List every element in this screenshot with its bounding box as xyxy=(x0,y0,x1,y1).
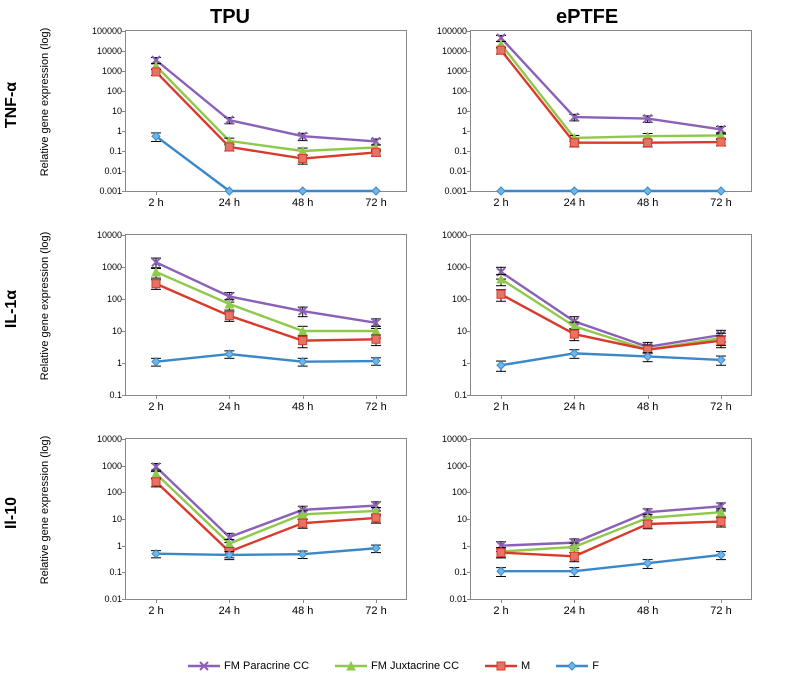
xtick-label: 72 h xyxy=(365,605,386,617)
ytick-label: 10000 xyxy=(97,46,122,56)
xtick-label: 24 h xyxy=(219,197,240,209)
ytick-label: 1000 xyxy=(102,66,122,76)
xtick-label: 72 h xyxy=(710,197,731,209)
ytick-label: 0.01 xyxy=(449,166,467,176)
ytick-label: 10 xyxy=(457,514,467,524)
legend-item: M xyxy=(485,660,530,672)
xtick-label: 2 h xyxy=(148,401,163,413)
row-label-il1a: IL-1α xyxy=(3,249,21,369)
y-label-row2: Relative gene expression (log) xyxy=(39,226,51,386)
xtick-label: 48 h xyxy=(292,605,313,617)
legend-label: F xyxy=(592,660,599,672)
ytick-label: 10 xyxy=(457,326,467,336)
ytick-label: 0.1 xyxy=(454,146,467,156)
ytick-label: 10000 xyxy=(442,46,467,56)
ytick-label: 0.1 xyxy=(109,146,122,156)
ytick-label: 10 xyxy=(112,326,122,336)
ytick-label: 1000 xyxy=(447,262,467,272)
xtick-label: 24 h xyxy=(564,197,585,209)
ytick-label: 0.01 xyxy=(104,166,122,176)
xtick-label: 72 h xyxy=(365,197,386,209)
xtick-label: 48 h xyxy=(637,401,658,413)
ytick-label: 0.01 xyxy=(104,594,122,604)
panel-tnfa-tpu: 0.0010.010.11101001000100001000002 h24 h… xyxy=(125,30,407,192)
legend-item: FM Juxtacrine CC xyxy=(335,660,459,672)
panel-il10-tpu: 0.010.11101001000100002 h24 h48 h72 h xyxy=(125,438,407,600)
ytick-label: 0.1 xyxy=(454,390,467,400)
ytick-label: 10000 xyxy=(442,434,467,444)
ytick-label: 100000 xyxy=(437,26,467,36)
ytick-label: 0.001 xyxy=(444,186,467,196)
xtick-label: 2 h xyxy=(493,401,508,413)
ytick-label: 10000 xyxy=(442,230,467,240)
legend-label: FM Juxtacrine CC xyxy=(371,660,459,672)
col-header-tpu: TPU xyxy=(210,6,250,29)
ytick-label: 100 xyxy=(107,487,122,497)
ytick-label: 0.01 xyxy=(449,594,467,604)
legend-label: FM Paracrine CC xyxy=(224,660,309,672)
xtick-label: 48 h xyxy=(292,401,313,413)
ytick-label: 1000 xyxy=(447,66,467,76)
xtick-label: 48 h xyxy=(637,605,658,617)
panel-il1a-eptfe: 0.11101001000100002 h24 h48 h72 h xyxy=(470,234,752,396)
ytick-label: 1000 xyxy=(447,461,467,471)
ytick-label: 100 xyxy=(452,487,467,497)
xtick-label: 2 h xyxy=(148,197,163,209)
xtick-label: 24 h xyxy=(564,605,585,617)
panel-il1a-tpu: 0.11101001000100002 h24 h48 h72 h xyxy=(125,234,407,396)
xtick-label: 2 h xyxy=(148,605,163,617)
ytick-label: 100000 xyxy=(92,26,122,36)
legend-item: F xyxy=(556,660,599,672)
ytick-label: 100 xyxy=(107,294,122,304)
row-label-il10: Il-10 xyxy=(3,453,21,573)
legend-label: M xyxy=(521,660,530,672)
col-header-eptfe: ePTFE xyxy=(556,6,618,29)
legend: FM Paracrine CC FM Juxtacrine CC M F xyxy=(0,660,787,672)
xtick-label: 24 h xyxy=(219,401,240,413)
xtick-label: 72 h xyxy=(365,401,386,413)
xtick-label: 24 h xyxy=(219,605,240,617)
xtick-label: 48 h xyxy=(637,197,658,209)
ytick-label: 10 xyxy=(112,106,122,116)
ytick-label: 10000 xyxy=(97,230,122,240)
ytick-label: 1000 xyxy=(102,262,122,272)
ytick-label: 0.1 xyxy=(109,390,122,400)
ytick-label: 0.1 xyxy=(454,567,467,577)
ytick-label: 100 xyxy=(452,294,467,304)
xtick-label: 48 h xyxy=(292,197,313,209)
ytick-label: 0.001 xyxy=(99,186,122,196)
panel-il10-eptfe: 0.010.11101001000100002 h24 h48 h72 h xyxy=(470,438,752,600)
ytick-label: 100 xyxy=(452,86,467,96)
figure-root: TPU ePTFE TNF-α IL-1α Il-10 Relative gen… xyxy=(0,0,787,676)
xtick-label: 24 h xyxy=(564,401,585,413)
legend-item: FM Paracrine CC xyxy=(188,660,309,672)
xtick-label: 2 h xyxy=(493,605,508,617)
ytick-label: 1000 xyxy=(102,461,122,471)
xtick-label: 72 h xyxy=(710,401,731,413)
ytick-label: 0.1 xyxy=(109,567,122,577)
xtick-label: 72 h xyxy=(710,605,731,617)
panel-tnfa-eptfe: 0.0010.010.11101001000100001000002 h24 h… xyxy=(470,30,752,192)
ytick-label: 100 xyxy=(107,86,122,96)
y-label-row1: Relative gene expression (log) xyxy=(39,22,51,182)
ytick-label: 10000 xyxy=(97,434,122,444)
xtick-label: 2 h xyxy=(493,197,508,209)
ytick-label: 10 xyxy=(457,106,467,116)
ytick-label: 10 xyxy=(112,514,122,524)
y-label-row3: Relative gene expression (log) xyxy=(39,430,51,590)
row-label-tnfa: TNF-α xyxy=(3,45,21,165)
